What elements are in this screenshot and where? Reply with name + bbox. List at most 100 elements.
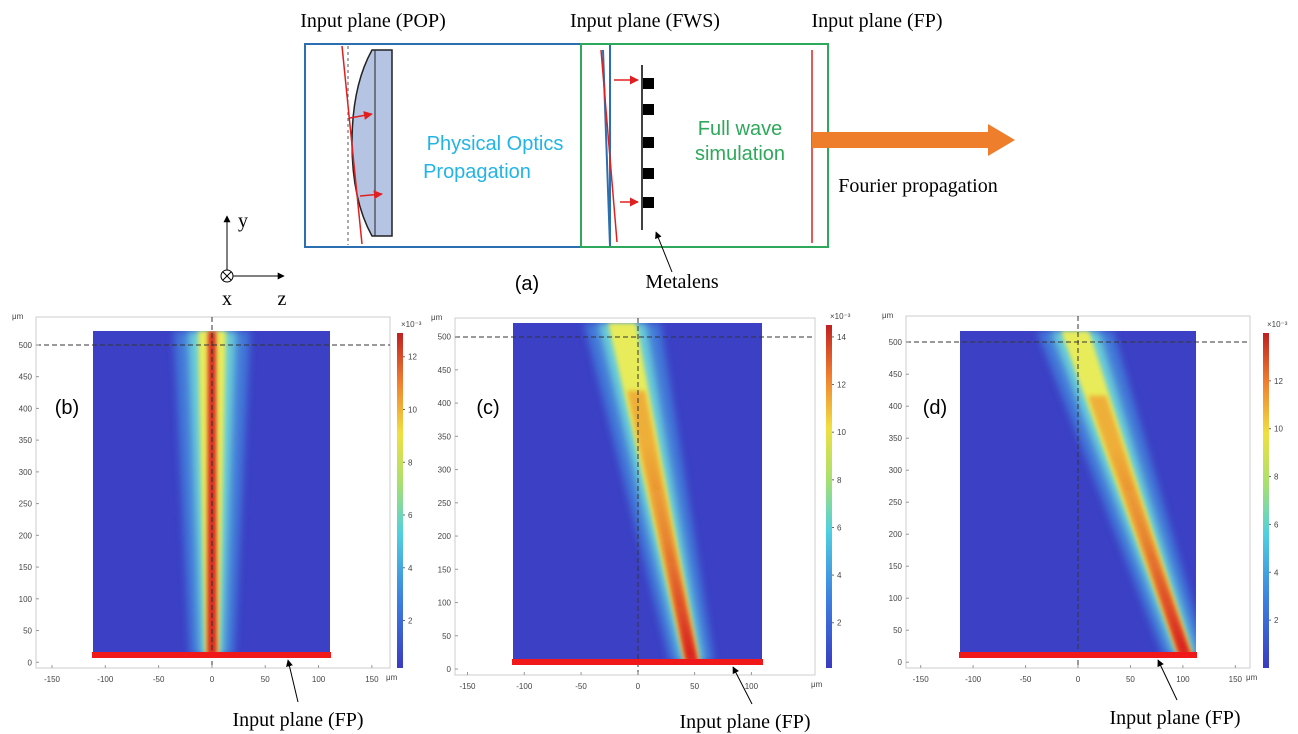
x-tick-label: 0 — [636, 682, 641, 691]
beam-core — [1108, 444, 1191, 655]
arrow — [812, 124, 1015, 156]
arrow — [655, 231, 673, 273]
caption: (a) — [515, 273, 539, 295]
annotation: Input plane (FP) — [679, 711, 810, 733]
panel-label: (b) — [55, 397, 79, 419]
x-tick-label: 50 — [261, 675, 270, 684]
x-tick-label: -150 — [913, 675, 930, 684]
colorbar-tick-label: 6 — [408, 511, 413, 520]
x-tick-label: -50 — [153, 675, 165, 684]
colorbar-tick-label: 12 — [1274, 377, 1283, 386]
x-tick-label: -150 — [44, 675, 61, 684]
colorbar-exponent: ×10⁻³ — [1267, 320, 1288, 329]
x-unit: μm — [1246, 673, 1258, 682]
y-tick-label: 50 — [893, 626, 902, 635]
x-unit: μm — [811, 680, 823, 689]
colorbar-tick-label: 14 — [837, 333, 846, 342]
y-tick-label: 200 — [889, 530, 903, 539]
beam — [584, 323, 714, 662]
y-tick-label: 500 — [889, 338, 903, 347]
y-tick-label: 300 — [438, 466, 452, 475]
x-tick-label: -150 — [459, 682, 476, 691]
x-tick-label: -50 — [1020, 675, 1032, 684]
beam — [1037, 331, 1196, 655]
x-tick-label: 50 — [1126, 675, 1135, 684]
y-tick-label: 150 — [438, 565, 452, 574]
beam-core — [641, 441, 698, 662]
input-plane — [512, 659, 763, 665]
x-tick-label: 0 — [1076, 675, 1081, 684]
heatmap-panel: -150 -100 -50 0 50 100 150 0 50 100 150 200 250 300 35… — [882, 311, 1288, 729]
coordinate-axes: y x z — [220, 210, 287, 310]
panels: -150 -100 -50 0 50 100 15005010015020025030035… — [12, 311, 1288, 733]
y-tick-label: 0 — [898, 658, 903, 667]
y-tick-label: 450 — [438, 366, 452, 375]
y-tick-label: 100 — [438, 599, 452, 608]
y-tick-label: 300 — [19, 468, 33, 477]
label: simulation — [695, 143, 785, 165]
x-tick-label: 50 — [690, 682, 699, 691]
ray — [349, 111, 373, 120]
y-tick-label: 200 — [438, 532, 452, 541]
metalens-pillars — [643, 78, 654, 208]
y-tick-label: 100 — [19, 595, 33, 604]
colorbar-tick-label: 2 — [408, 617, 413, 626]
panel-label: (c) — [476, 397, 499, 419]
y-unit: μm — [431, 313, 443, 322]
label: Full wave — [698, 118, 782, 140]
colorbar-tick-label: 10 — [408, 405, 417, 414]
axis-label: z — [278, 288, 287, 310]
colorbar-tick-label: 2 — [837, 619, 842, 628]
colorbar-tick-label: 8 — [1274, 473, 1279, 482]
y-tick-label: 350 — [19, 436, 33, 445]
annotation: Input plane (FP) — [1109, 707, 1240, 729]
colorbar-tick-label: 4 — [837, 571, 842, 580]
y-tick-label: 400 — [19, 404, 33, 413]
y-tick-label: 450 — [889, 370, 903, 379]
colorbar-tick-label: 8 — [837, 476, 842, 485]
y-tick-label: 250 — [889, 498, 903, 507]
y-unit: μm — [882, 311, 894, 320]
heatmap-panel: -150 -100 -50 0 50 100 150 0 50 100 150 200 250 300 35… — [12, 312, 422, 731]
label: Fourier propagation — [838, 175, 997, 197]
y-tick-label: 350 — [438, 432, 452, 441]
panel-label: (d) — [923, 397, 947, 419]
y-tick-label: 400 — [889, 402, 903, 411]
colorbar-tick-label: 12 — [837, 381, 846, 390]
x-tick-label: -100 — [516, 682, 533, 691]
y-tick-label: 400 — [438, 399, 452, 408]
x-unit: μm — [386, 673, 398, 682]
colorbar-tick-label: 2 — [1274, 616, 1279, 625]
y-tick-label: 0 — [28, 658, 33, 667]
y-tick-label: 200 — [19, 531, 33, 540]
x-tick-label: 0 — [210, 675, 215, 684]
y-tick-label: 250 — [19, 500, 33, 509]
colorbar — [826, 325, 832, 668]
wavefront — [600, 49, 618, 243]
annotation-arrow — [286, 659, 299, 703]
colorbar-tick-label: 6 — [837, 523, 842, 532]
x-tick-label: -100 — [965, 675, 982, 684]
annotation-arrow — [1157, 659, 1178, 701]
x-tick-label: 100 — [1176, 675, 1190, 684]
heatmap-panel: -150 -100 -50 0 50 100 0 50 100 150 200 250 300 350 40… — [431, 312, 851, 733]
colorbar-exponent: ×10⁻³ — [830, 312, 851, 321]
colorbar-tick-label: 4 — [1274, 568, 1279, 577]
colorbar-tick-label: 10 — [1274, 425, 1283, 434]
label: Metalens — [645, 271, 719, 293]
label: Input plane (FP) — [811, 10, 942, 32]
ray — [359, 190, 383, 200]
x-tick-label: 100 — [745, 682, 759, 691]
y-tick-label: 450 — [19, 373, 33, 382]
y-tick-label: 100 — [889, 594, 903, 603]
label: Propagation — [423, 161, 531, 183]
label: Physical Optics — [427, 133, 564, 155]
x-tick-label: 100 — [312, 675, 326, 684]
colorbar-tick-label: 10 — [837, 428, 846, 437]
colorbar — [397, 333, 403, 668]
x-tick-label: 150 — [1229, 675, 1243, 684]
axis-label: y — [238, 210, 248, 232]
y-tick-label: 250 — [438, 499, 452, 508]
colorbar-tick-label: 8 — [408, 458, 413, 467]
